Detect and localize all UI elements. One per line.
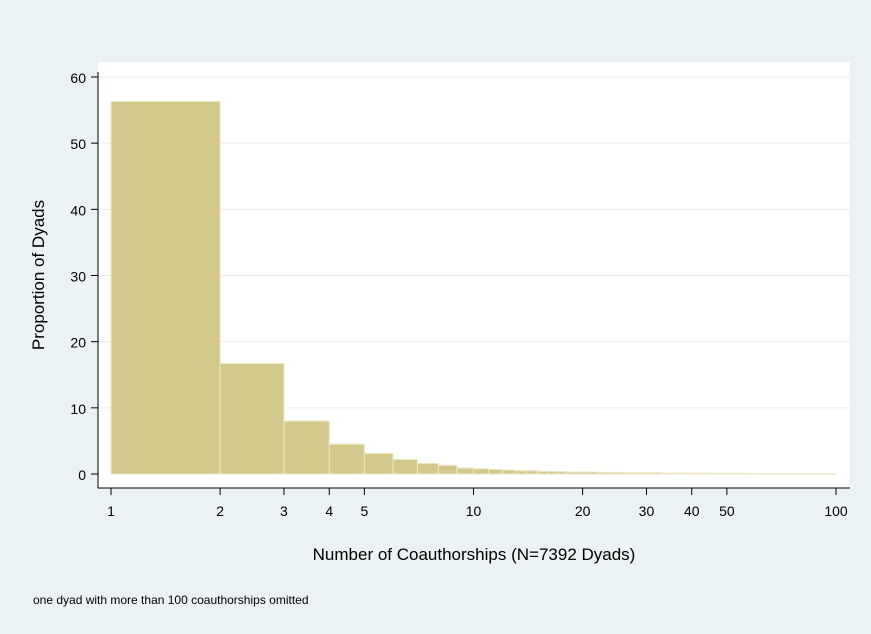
bar	[536, 470, 548, 475]
bar	[818, 473, 837, 475]
y-tick-label: 40	[70, 202, 86, 218]
x-tick-label: 20	[575, 503, 591, 519]
bar	[525, 470, 538, 475]
y-axis-title: Proportion of Dyads	[29, 200, 48, 350]
bar	[635, 472, 647, 475]
y-tick-label: 30	[70, 269, 86, 285]
x-tick-label: 1	[107, 503, 115, 519]
bar	[392, 458, 418, 475]
bars	[110, 100, 837, 475]
bar	[582, 471, 599, 475]
bar	[779, 473, 802, 475]
bar	[501, 469, 516, 475]
y-tick-label: 10	[70, 401, 86, 417]
y-tick-label: 0	[78, 467, 86, 483]
x-tick-label: 40	[684, 503, 700, 519]
bar	[219, 363, 285, 475]
y-tick-label: 60	[70, 70, 86, 86]
bar	[473, 468, 490, 475]
bar	[456, 467, 474, 475]
bar	[674, 472, 693, 475]
bar	[597, 471, 612, 475]
bar	[744, 472, 764, 475]
axes: 0 10 20 30 40 50 60 1 2 3 4 5 10 20 30 40 50 100	[70, 70, 850, 519]
x-tick-label: 2	[216, 503, 224, 519]
x-tick-label: 30	[639, 503, 655, 519]
bar	[800, 473, 820, 475]
x-tick-label: 100	[824, 503, 848, 519]
y-tick-label: 50	[70, 136, 86, 152]
bar	[762, 473, 781, 475]
bar	[546, 470, 558, 475]
bar	[574, 471, 584, 475]
bar	[416, 462, 439, 475]
bar	[660, 472, 676, 475]
x-tick-label: 10	[466, 503, 482, 519]
bar	[623, 472, 637, 475]
bar	[691, 472, 711, 475]
y-tick-label: 20	[70, 335, 86, 351]
bar	[556, 471, 567, 475]
bar	[488, 468, 503, 475]
bar	[610, 471, 625, 475]
bar	[726, 472, 746, 475]
bar	[437, 464, 458, 475]
x-axis-title: Number of Coauthorships (N=7392 Dyads)	[313, 545, 636, 564]
bar	[709, 472, 728, 475]
bar	[363, 452, 394, 475]
x-tick-label: 5	[360, 503, 368, 519]
bar	[328, 443, 365, 475]
x-tick-label: 50	[719, 503, 735, 519]
bar	[110, 100, 221, 475]
x-tick-label: 3	[280, 503, 288, 519]
bar	[565, 471, 576, 475]
bar	[514, 470, 527, 475]
x-tick-label: 4	[325, 503, 333, 519]
bar	[645, 472, 662, 475]
bar	[283, 420, 330, 475]
footnote: one dyad with more than 100 coauthorship…	[33, 593, 309, 607]
